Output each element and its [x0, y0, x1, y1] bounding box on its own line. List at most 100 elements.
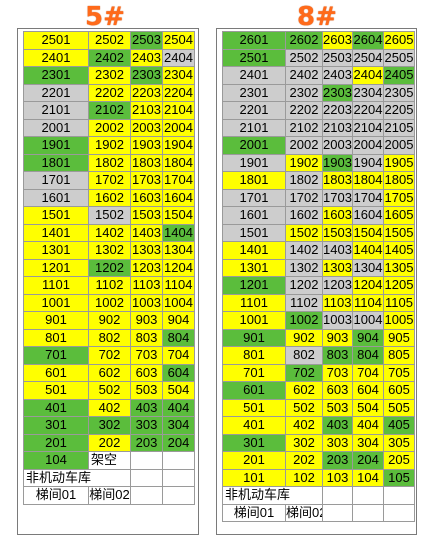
unit-cell: 202 — [285, 451, 323, 470]
unit-cell: 404 — [162, 398, 195, 417]
table-row: 201 202 203 204 — [23, 433, 195, 452]
building-5-unit-grid: 2501 2502 2503 2504 2401 2402 2403 2404 2301 2302… — [23, 31, 195, 505]
unit-cell: 1204 — [162, 258, 195, 277]
unit-cell: 303 — [322, 433, 353, 452]
unit-cell: 1404 — [162, 223, 195, 242]
unit-cell: 1103 — [322, 293, 353, 312]
table-row: 梯间01 梯间02 — [23, 486, 195, 505]
unit-cell: 1001 — [23, 293, 89, 312]
unit-cell: 2204 — [162, 83, 195, 102]
unit-cell: 503 — [322, 398, 353, 417]
unit-cell: 1101 — [23, 276, 89, 295]
unit-cell: 1603 — [130, 188, 163, 207]
unit-cell: 1504 — [352, 223, 384, 242]
empty-cell — [162, 468, 195, 487]
unit-cell: 1703 — [130, 171, 163, 190]
unit-cell: 1104 — [162, 276, 195, 295]
unit-cell: 1005 — [383, 311, 415, 330]
unit-cell: 604 — [352, 381, 384, 400]
unit-cell: 2202 — [88, 83, 131, 102]
unit-cell: 1304 — [162, 241, 195, 260]
unit-cell: 904 — [162, 311, 195, 330]
unit-cell: 1403 — [130, 223, 163, 242]
unit-cell: 705 — [383, 363, 415, 382]
unit-cell: 1402 — [285, 241, 323, 260]
table-row: 1301 1302 1303 1304 1305 — [222, 258, 415, 277]
unit-cell: 802 — [285, 346, 323, 365]
unit-cell: 2104 — [352, 118, 384, 137]
unit-cell: 1201 — [222, 276, 286, 295]
unit-cell: 902 — [88, 311, 131, 330]
unit-cell: 601 — [23, 363, 89, 382]
unit-cell: 1102 — [88, 276, 131, 295]
unit-cell: 1401 — [222, 241, 286, 260]
unit-cell: 2304 — [162, 66, 195, 85]
unit-cell: 2201 — [222, 101, 286, 120]
building-8-unit-grid: 2601 2602 2603 2604 2605 2501 2502 2503 2504 2505… — [222, 31, 415, 522]
unit-cell: 1702 — [285, 188, 323, 207]
unit-cell: 1905 — [383, 153, 415, 172]
table-row: 1001 1002 1003 1004 — [23, 293, 195, 312]
unit-cell: 2002 — [285, 136, 323, 155]
unit-cell: 2003 — [322, 136, 353, 155]
unit-cell: 1803 — [130, 153, 163, 172]
table-row: 1201 1202 1203 1204 — [23, 258, 195, 277]
empty-cell — [322, 486, 353, 505]
table-row: 1701 1702 1703 1704 1705 — [222, 188, 415, 207]
unit-cell: 1701 — [222, 188, 286, 207]
unit-cell: 1802 — [88, 153, 131, 172]
unit-cell: 1805 — [383, 171, 415, 190]
unit-cell: 1103 — [130, 276, 163, 295]
unit-cell: 2503 — [130, 31, 163, 50]
unit-cell: 1903 — [322, 153, 353, 172]
unit-cell: 701 — [23, 346, 89, 365]
unit-cell: 1501 — [222, 223, 286, 242]
table-row: 梯间01 梯间02 — [222, 503, 415, 522]
unit-cell: 1104 — [352, 293, 384, 312]
unit-cell: 2404 — [162, 48, 195, 67]
unit-cell: 905 — [383, 328, 415, 347]
unit-cell: 1202 — [88, 258, 131, 277]
unit-cell: 1904 — [162, 136, 195, 155]
unit-cell: 1001 — [222, 311, 286, 330]
building-5-title: 5# — [85, 2, 125, 32]
unit-cell: 404 — [352, 416, 384, 435]
unit-cell: 2501 — [222, 48, 286, 67]
unit-cell: 1504 — [162, 206, 195, 225]
unit-cell: 205 — [383, 451, 415, 470]
unit-cell: 301 — [23, 416, 89, 435]
table-row: 1401 1402 1403 1404 — [23, 223, 195, 242]
unit-cell: 1902 — [285, 153, 323, 172]
unit-cell: 401 — [222, 416, 286, 435]
unit-cell: 2301 — [222, 83, 286, 102]
unit-cell: 1801 — [23, 153, 89, 172]
unit-cell: 2302 — [285, 83, 323, 102]
table-row: 1801 1802 1803 1804 — [23, 153, 195, 172]
unit-cell: 2403 — [130, 48, 163, 67]
unit-cell: 2402 — [285, 66, 323, 85]
unit-cell: 203 — [130, 433, 163, 452]
bike-garage-label: 非机动车库 — [23, 468, 131, 487]
unit-cell: 1303 — [322, 258, 353, 277]
unit-cell: 1604 — [352, 206, 384, 225]
unit-cell: 802 — [88, 328, 131, 347]
table-row: 901 902 903 904 — [23, 311, 195, 330]
unit-cell: 2604 — [352, 31, 384, 50]
unit-cell: 1601 — [23, 188, 89, 207]
table-row: 1401 1402 1403 1404 1405 — [222, 241, 415, 260]
unit-cell: 1302 — [88, 241, 131, 260]
unit-cell: 302 — [285, 433, 323, 452]
table-row: 401 402 403 404 — [23, 398, 195, 417]
unit-cell: 602 — [285, 381, 323, 400]
unit-cell: 1402 — [88, 223, 131, 242]
unit-cell: 2205 — [383, 101, 415, 120]
unit-cell: 704 — [162, 346, 195, 365]
unit-cell: 301 — [222, 433, 286, 452]
unit-cell: 1505 — [383, 223, 415, 242]
unit-cell: 2204 — [352, 101, 384, 120]
building-8-frame — [216, 28, 417, 535]
unit-cell: 405 — [383, 416, 415, 435]
unit-cell: 2401 — [23, 48, 89, 67]
unit-cell: 1201 — [23, 258, 89, 277]
unit-cell: 1205 — [383, 276, 415, 295]
